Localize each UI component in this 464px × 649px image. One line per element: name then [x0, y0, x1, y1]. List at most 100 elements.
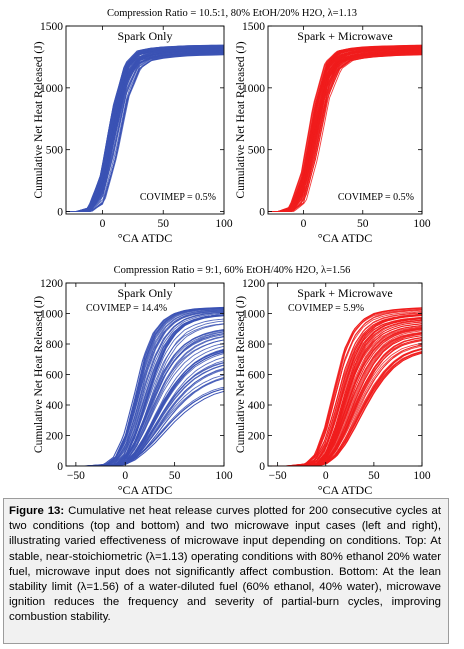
cycle-curve [66, 51, 224, 212]
cycle-curve [268, 49, 422, 212]
cycle-curve [66, 388, 224, 466]
cycle-curve [66, 44, 224, 212]
y-tick-label: 0 [57, 207, 63, 219]
cycle-curve [66, 329, 224, 466]
y-tick-label: 400 [46, 400, 64, 412]
cycle-curve [66, 51, 224, 212]
cycle-curve [268, 51, 422, 212]
cycle-curve [66, 45, 224, 212]
cycle-curve [66, 367, 224, 466]
cycle-curve [66, 47, 224, 212]
cycle-curve [66, 51, 224, 212]
cycle-curve [268, 46, 422, 212]
cycle-curve [268, 48, 422, 212]
x-axis-label: °CA ATDC [118, 483, 172, 497]
cycle-curve [268, 52, 422, 212]
cycle-curve [66, 51, 224, 212]
caption-text: Cumulative net heat release curves plott… [9, 505, 441, 624]
cycle-curve [66, 47, 224, 212]
x-tick-label: 50 [169, 470, 181, 482]
y-tick-label: 800 [248, 339, 266, 351]
cycle-curve [268, 51, 422, 212]
cycle-curve [66, 51, 224, 212]
cycle-curve [66, 51, 224, 212]
cycle-curve [66, 52, 224, 212]
caption-label: Figure 13: [9, 505, 65, 517]
cycle-curve [268, 45, 422, 212]
cycle-curve [66, 47, 224, 212]
cycle-curve [268, 51, 422, 212]
y-tick-label: 800 [46, 339, 64, 351]
cycle-curve [268, 50, 422, 212]
x-tick-label: 50 [157, 218, 169, 230]
panel-title: Spark Only [118, 286, 173, 300]
cycle-curve [66, 46, 224, 212]
cycle-curve [66, 47, 224, 212]
cycle-curve [268, 50, 422, 212]
cycle-curve [268, 46, 422, 212]
cycle-curve [66, 46, 224, 212]
cycle-curve [268, 48, 422, 212]
cov-annotation: COVIMEP = 0.5% [338, 192, 414, 203]
cycle-curve [66, 51, 224, 212]
y-tick-label: 500 [46, 145, 64, 157]
cycle-curve [66, 53, 224, 212]
series-line-2 [268, 317, 422, 466]
cycle-curve [66, 336, 224, 466]
cycle-curve [66, 50, 224, 212]
cycle-curve [268, 45, 422, 212]
cycle-curve [268, 48, 422, 212]
cycle-curve [268, 49, 422, 212]
cycle-curve [66, 49, 224, 212]
cycle-curve [268, 337, 422, 466]
cycle-curve [66, 45, 224, 212]
cycle-curves [66, 44, 224, 212]
cycle-curve [66, 44, 224, 212]
y-tick-label: 1000 [242, 309, 265, 321]
cycle-curve [268, 348, 422, 466]
cycle-curve [268, 329, 422, 466]
cycle-curve [66, 323, 224, 466]
cycle-curve [268, 52, 422, 212]
cycle-curve [268, 47, 422, 212]
x-tick-label: 0 [122, 470, 128, 482]
y-axis-label: Cumulative Net Heat Released (J) [235, 41, 247, 198]
cycle-curve [268, 51, 422, 212]
cycle-curve [268, 50, 422, 212]
cycle-curve [268, 330, 422, 466]
cycle-curve [66, 45, 224, 212]
cycle-curve [268, 51, 422, 212]
cov-annotation: COVIMEP = 5.9% [288, 303, 364, 314]
series-line-1 [268, 307, 422, 466]
x-tick-label: 100 [413, 470, 431, 482]
y-tick-label: 400 [248, 400, 266, 412]
cycle-curve [268, 50, 422, 212]
cycle-curve [268, 54, 422, 212]
cycle-curve [66, 44, 224, 212]
y-tick-label: 1500 [40, 21, 63, 33]
cycle-curve [66, 53, 224, 212]
y-tick-label: 1000 [242, 83, 265, 95]
cycle-curve [66, 48, 224, 212]
cycle-curve [66, 342, 224, 466]
cycle-curve [268, 51, 422, 212]
x-axis-label: °CA ATDC [318, 483, 372, 497]
cycle-curve [66, 48, 224, 212]
cycle-curve [66, 48, 224, 212]
cycle-curve [66, 47, 224, 212]
cycle-curve [66, 50, 224, 212]
cycle-curve [66, 47, 224, 212]
y-tick-label: 1000 [40, 83, 63, 95]
y-tick-label: 0 [259, 461, 265, 473]
cycle-curve [268, 332, 422, 466]
cycle-curve [268, 45, 422, 212]
y-tick-label: 1500 [242, 21, 265, 33]
series-line-1 [66, 306, 224, 466]
cycle-curve [268, 46, 422, 212]
x-axis-label: °CA ATDC [118, 231, 172, 245]
x-tick-label: −50 [67, 470, 85, 482]
y-tick-label: 600 [248, 370, 266, 382]
cycle-curve [268, 46, 422, 212]
